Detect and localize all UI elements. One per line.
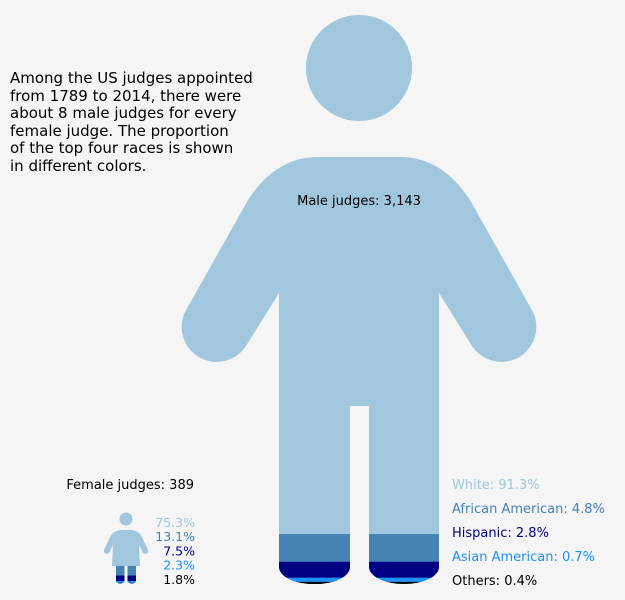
female-segment-others [103, 582, 149, 584]
female-segment-white [103, 512, 149, 584]
female-title: Female judges: 389 [66, 478, 194, 493]
female-label-white: 75.3% [155, 515, 195, 530]
female-legend: 75.3%13.1%7.5%2.3%1.8% [155, 515, 195, 587]
female-label-african-american: 13.1% [155, 529, 195, 544]
female-figure [103, 512, 149, 584]
female-label-hispanic: 7.5% [163, 543, 195, 558]
female-label-asian-american: 2.3% [163, 558, 195, 573]
male-label-asian-american: Asian American: 0.7% [452, 550, 595, 565]
female-segment-african-american [103, 565, 149, 576]
male-label-hispanic: Hispanic: 2.8% [452, 526, 549, 541]
female-segment-asian-american [103, 581, 149, 583]
male-label-others: Others: 0.4% [452, 574, 537, 589]
female-label-others: 1.8% [163, 572, 195, 587]
male-label-african-american: African American: 4.8% [452, 502, 605, 517]
male-label-white: White: 91.3% [452, 478, 540, 493]
male-title: Male judges: 3,143 [297, 194, 421, 209]
female-segment-hispanic [103, 575, 149, 582]
male-legend: White: 91.3% African American: 4.8% Hispan… [452, 478, 605, 589]
description-text: Among the US judges appointed from 1789 … [10, 69, 253, 175]
